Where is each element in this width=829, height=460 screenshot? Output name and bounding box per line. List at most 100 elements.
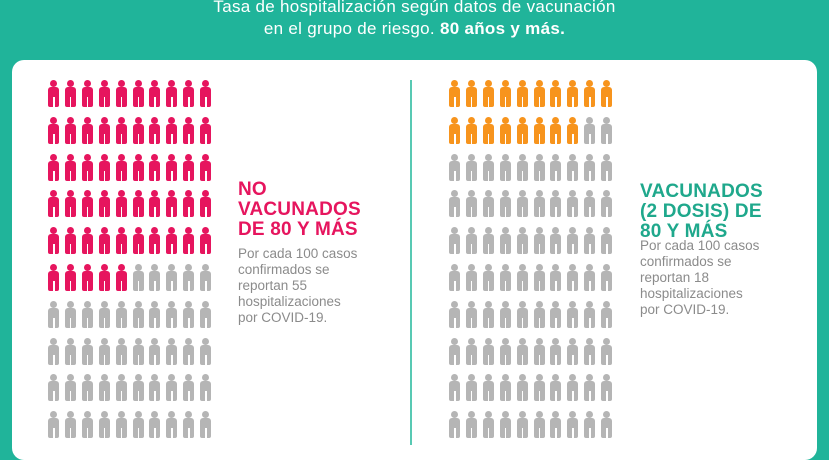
- person-icon: [132, 190, 144, 218]
- person-icon: [165, 337, 178, 365]
- person-icon: [448, 190, 460, 218]
- unvaccinated-desc-line-5: por COVID-19.: [238, 310, 328, 325]
- person-icon: [115, 300, 127, 328]
- person-icon: [465, 264, 477, 291]
- person-icon: [566, 374, 579, 402]
- unvaccinated-desc-line-3: reportan 55: [238, 278, 308, 293]
- person-icon: [499, 227, 511, 255]
- person-icon: [182, 227, 195, 255]
- person-icon: [533, 337, 545, 365]
- header-line-2-bold: 80 años y más.: [439, 19, 566, 38]
- person-icon: [64, 80, 76, 107]
- person-icon: [566, 227, 579, 255]
- person-icon: [516, 190, 528, 218]
- person-icon: [148, 227, 161, 255]
- person-icon: [533, 190, 545, 218]
- person-icon: [132, 227, 144, 255]
- unvaccinated-desc-line-1: Por cada 100 casos: [238, 246, 358, 261]
- person-icon: [516, 411, 528, 439]
- person-icon: [115, 337, 127, 365]
- person-icon: [165, 227, 178, 255]
- person-icon: [482, 411, 494, 439]
- person-icon: [448, 153, 460, 181]
- person-icon: [583, 411, 596, 439]
- unvaccinated-title-line-1: NO: [238, 179, 267, 200]
- person-icon: [47, 80, 59, 107]
- person-icon: [182, 264, 195, 291]
- person-icon: [566, 300, 579, 328]
- person-icon: [148, 411, 161, 439]
- person-icon: [115, 411, 127, 439]
- person-icon: [182, 411, 195, 439]
- person-icon: [165, 374, 178, 402]
- person-icon: [47, 411, 59, 439]
- person-icon: [533, 411, 545, 439]
- person-icon: [64, 153, 76, 181]
- person-icon: [533, 153, 545, 181]
- person-icon: [583, 153, 596, 181]
- person-icon: [566, 411, 579, 439]
- person-icon: [499, 80, 511, 107]
- unvaccinated-title-line-3: DE 80 Y MÁS: [238, 219, 358, 240]
- person-icon: [199, 374, 212, 402]
- person-icon: [148, 153, 161, 181]
- person-icon: [199, 153, 212, 181]
- person-icon: [47, 374, 59, 402]
- person-icon: [47, 300, 59, 328]
- person-icon: [465, 190, 477, 218]
- person-icon: [549, 264, 562, 291]
- person-icon: [81, 153, 93, 181]
- person-icon: [115, 264, 127, 291]
- person-icon: [148, 374, 161, 402]
- person-icon: [499, 337, 511, 365]
- person-icon: [165, 116, 178, 144]
- person-icon: [148, 300, 161, 328]
- person-icon: [465, 227, 477, 255]
- person-icon: [182, 116, 195, 144]
- person-icon: [199, 190, 212, 218]
- person-icon: [64, 300, 76, 328]
- person-icon: [148, 190, 161, 218]
- vaccinated-desc-line-1: Por cada 100 casos: [640, 238, 760, 253]
- person-icon: [448, 411, 460, 439]
- person-icon: [549, 80, 562, 107]
- person-icon: [566, 153, 579, 181]
- person-icon: [81, 300, 93, 328]
- person-icon: [132, 374, 144, 402]
- person-icon: [98, 190, 110, 218]
- person-icon: [600, 190, 613, 218]
- person-icon: [98, 411, 110, 439]
- person-icon: [199, 300, 212, 328]
- person-icon: [165, 80, 178, 107]
- person-icon: [549, 116, 562, 144]
- person-icon: [482, 337, 494, 365]
- person-icon: [516, 374, 528, 402]
- vaccinated-description: Por cada 100 casos confirmados se report…: [640, 238, 800, 318]
- person-icon: [132, 80, 144, 107]
- person-icon: [549, 374, 562, 402]
- person-icon: [115, 116, 127, 144]
- person-icon: [566, 337, 579, 365]
- person-icon: [81, 337, 93, 365]
- person-icon: [516, 337, 528, 365]
- person-icon: [533, 300, 545, 328]
- person-icon: [549, 153, 562, 181]
- person-icon: [499, 300, 511, 328]
- person-icon: [533, 374, 545, 402]
- person-icon: [115, 374, 127, 402]
- person-icon: [566, 116, 579, 144]
- person-icon: [499, 116, 511, 144]
- person-icon: [600, 264, 613, 291]
- person-icon: [148, 264, 161, 291]
- person-icon: [533, 227, 545, 255]
- person-icon: [98, 153, 110, 181]
- unvaccinated-desc-line-2: confirmados se: [238, 262, 330, 277]
- person-icon: [482, 80, 494, 107]
- person-icon: [516, 153, 528, 181]
- person-icon: [64, 264, 76, 291]
- person-icon: [583, 264, 596, 291]
- person-icon: [583, 190, 596, 218]
- person-icon: [132, 116, 144, 144]
- person-icon: [600, 116, 613, 144]
- person-icon: [132, 153, 144, 181]
